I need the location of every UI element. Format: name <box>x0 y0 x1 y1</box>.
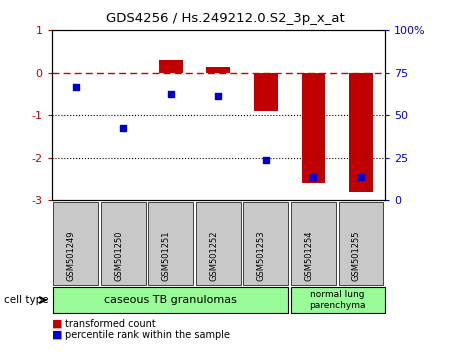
Point <box>120 125 127 131</box>
Point <box>357 174 364 179</box>
Bar <box>349 73 373 192</box>
Text: transformed count: transformed count <box>65 319 156 329</box>
Point <box>310 174 317 179</box>
Text: GDS4256 / Hs.249212.0.S2_3p_x_at: GDS4256 / Hs.249212.0.S2_3p_x_at <box>106 12 344 25</box>
Text: GSM501254: GSM501254 <box>304 231 313 281</box>
Bar <box>302 73 325 183</box>
Point <box>262 157 270 162</box>
Text: GSM501249: GSM501249 <box>67 231 76 281</box>
Point <box>215 93 222 99</box>
Point <box>167 91 174 97</box>
Text: GSM501250: GSM501250 <box>114 231 123 281</box>
Text: ■: ■ <box>52 319 62 329</box>
Bar <box>159 60 183 73</box>
Point <box>72 85 79 90</box>
Bar <box>207 68 230 73</box>
Text: ■: ■ <box>52 330 62 339</box>
Text: GSM501253: GSM501253 <box>257 231 266 281</box>
Bar <box>254 73 278 111</box>
Text: caseous TB granulomas: caseous TB granulomas <box>104 295 237 305</box>
Text: cell type: cell type <box>4 295 49 305</box>
Text: GSM501255: GSM501255 <box>352 231 361 281</box>
Text: GSM501251: GSM501251 <box>162 231 171 281</box>
Text: normal lung
parenchyma: normal lung parenchyma <box>309 290 365 310</box>
Text: GSM501252: GSM501252 <box>209 231 218 281</box>
Text: percentile rank within the sample: percentile rank within the sample <box>65 330 230 339</box>
